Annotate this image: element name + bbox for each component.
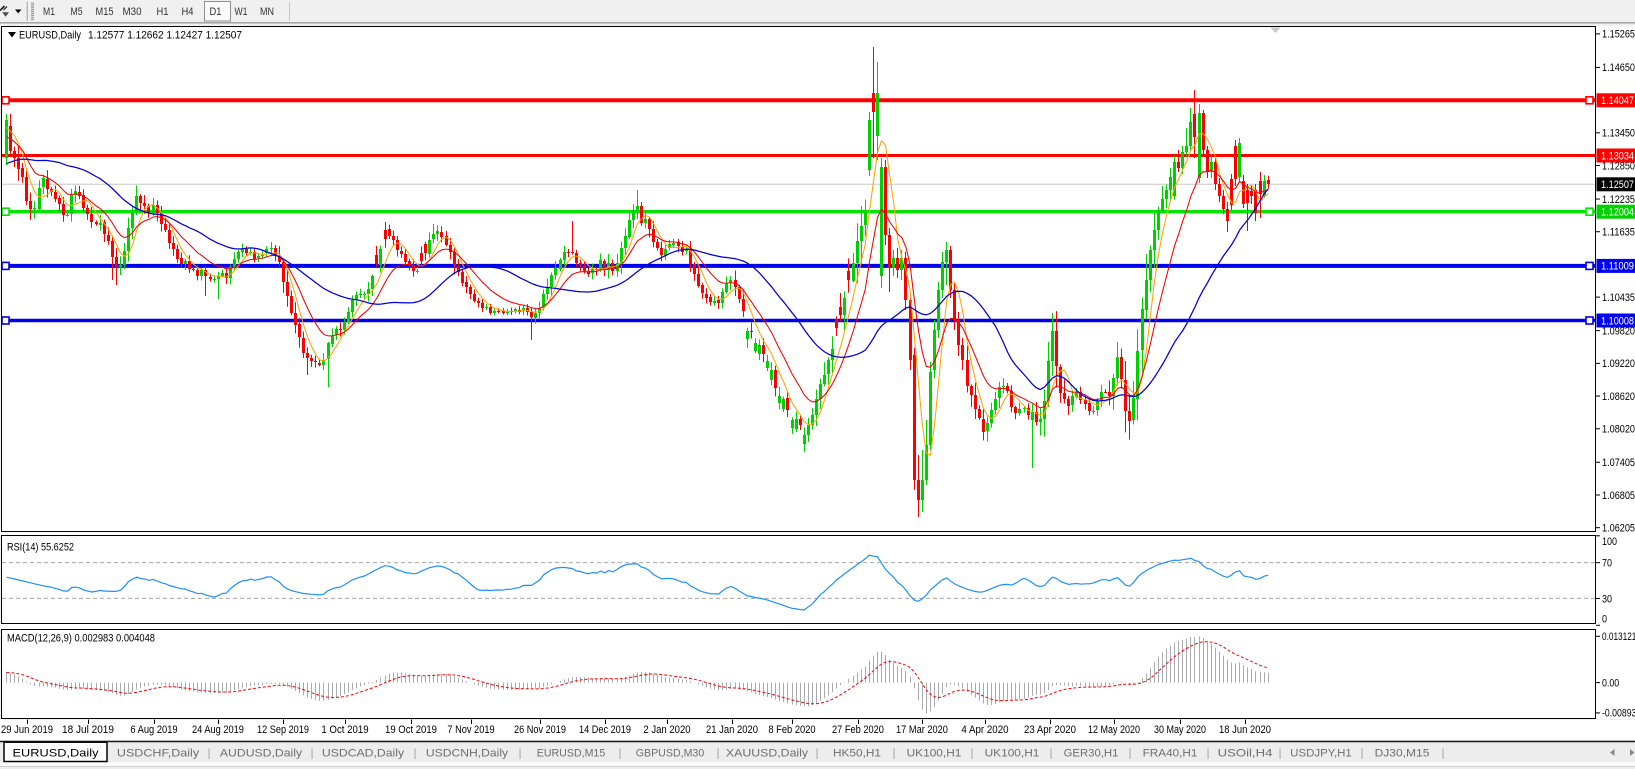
svg-text:XAUUSD,Daily: XAUUSD,Daily — [726, 748, 809, 760]
svg-text:W1: W1 — [235, 6, 248, 18]
svg-text:1.13034: 1.13034 — [1601, 150, 1634, 162]
svg-text:1.13450: 1.13450 — [1602, 128, 1635, 140]
svg-text:1.14047: 1.14047 — [1601, 95, 1634, 107]
svg-text:1.06805: 1.06805 — [1602, 490, 1635, 502]
svg-text:2 Jan 2020: 2 Jan 2020 — [643, 724, 690, 736]
svg-text:1.10008: 1.10008 — [1601, 315, 1634, 327]
svg-text:|: | — [1361, 748, 1364, 760]
svg-text:1.12850: 1.12850 — [1602, 160, 1635, 172]
svg-text:|: | — [311, 748, 314, 760]
svg-text:19 Oct 2019: 19 Oct 2019 — [385, 724, 437, 736]
svg-text:FRA40,H1: FRA40,H1 — [1143, 748, 1198, 760]
svg-text:EURUSD,M15: EURUSD,M15 — [537, 748, 606, 760]
svg-text:EURUSD,Daily: EURUSD,Daily — [19, 30, 81, 42]
svg-text:-0.00893: -0.00893 — [1602, 708, 1635, 720]
svg-text:70: 70 — [1602, 557, 1612, 569]
svg-text:6 Aug 2019: 6 Aug 2019 — [130, 724, 177, 736]
svg-text:24 Aug 2019: 24 Aug 2019 — [192, 724, 244, 736]
svg-text:|: | — [1129, 748, 1132, 760]
svg-text:AUDUSD,Daily: AUDUSD,Daily — [220, 748, 303, 760]
svg-text:UK100,H1: UK100,H1 — [985, 748, 1040, 760]
svg-text:|: | — [1442, 748, 1445, 760]
svg-text:USDCAD,Daily: USDCAD,Daily — [322, 748, 405, 760]
svg-text:18 Jul 2019: 18 Jul 2019 — [62, 724, 114, 736]
svg-text:29 Jun 2019: 29 Jun 2019 — [1, 724, 53, 736]
svg-text:MACD(12,26,9) 0.002983 0.00404: MACD(12,26,9) 0.002983 0.004048 — [7, 633, 155, 645]
svg-text:0.013121: 0.013121 — [1602, 631, 1635, 643]
svg-text:1.08020: 1.08020 — [1602, 424, 1635, 436]
svg-text:1.12577 1.12662 1.12427 1.1250: 1.12577 1.12662 1.12427 1.12507 — [88, 30, 242, 42]
svg-text:0: 0 — [1602, 614, 1607, 626]
svg-text:M30: M30 — [123, 6, 142, 18]
svg-text:|: | — [414, 748, 417, 760]
svg-text:23 Apr 2020: 23 Apr 2020 — [1024, 724, 1076, 736]
svg-text:30 May 2020: 30 May 2020 — [1154, 724, 1206, 736]
svg-text:100: 100 — [1602, 536, 1617, 548]
svg-text:GER30,H1: GER30,H1 — [1064, 748, 1119, 760]
svg-text:M1: M1 — [43, 6, 55, 18]
svg-text:|: | — [619, 748, 622, 760]
svg-text:|: | — [1050, 748, 1053, 760]
svg-text:1.08620: 1.08620 — [1602, 391, 1635, 403]
svg-text:MN: MN — [260, 6, 274, 18]
svg-text:1.15265: 1.15265 — [1602, 29, 1635, 41]
svg-text:GBPUSD,M30: GBPUSD,M30 — [636, 748, 705, 760]
svg-text:|: | — [717, 748, 720, 760]
svg-text:1.12235: 1.12235 — [1602, 194, 1635, 206]
svg-text:7 Nov 2019: 7 Nov 2019 — [447, 724, 494, 736]
svg-text:USOil,H4: USOil,H4 — [1218, 748, 1273, 760]
svg-text:H4: H4 — [182, 6, 194, 18]
svg-text:RSI(14) 55.6252: RSI(14) 55.6252 — [7, 542, 74, 554]
svg-text:12 Sep 2019: 12 Sep 2019 — [257, 724, 309, 736]
svg-text:12 May 2020: 12 May 2020 — [1088, 724, 1140, 736]
svg-text:|: | — [519, 748, 522, 760]
svg-text:1.11635: 1.11635 — [1602, 227, 1635, 239]
svg-text:|: | — [893, 748, 896, 760]
svg-text:1.12507: 1.12507 — [1601, 179, 1634, 191]
svg-text:27 Feb 2020: 27 Feb 2020 — [832, 724, 884, 736]
svg-text:UK100,H1: UK100,H1 — [907, 748, 962, 760]
svg-text:1.07405: 1.07405 — [1602, 457, 1635, 469]
svg-text:EURUSD,Daily: EURUSD,Daily — [13, 748, 100, 760]
svg-text:M5: M5 — [71, 6, 83, 18]
svg-text:HK50,H1: HK50,H1 — [833, 748, 881, 760]
svg-text:8 Feb 2020: 8 Feb 2020 — [768, 724, 815, 736]
svg-text:1.10435: 1.10435 — [1602, 292, 1635, 304]
svg-text:4 Apr 2020: 4 Apr 2020 — [961, 724, 1008, 736]
svg-text:|: | — [1207, 748, 1210, 760]
svg-text:USDJPY,H1: USDJPY,H1 — [1290, 748, 1352, 760]
svg-text:|: | — [816, 748, 819, 760]
svg-text:|: | — [1279, 748, 1282, 760]
svg-text:17 Mar 2020: 17 Mar 2020 — [896, 724, 948, 736]
svg-text:|: | — [971, 748, 974, 760]
svg-text:1.06205: 1.06205 — [1602, 522, 1635, 534]
svg-text:1.09820: 1.09820 — [1602, 325, 1635, 337]
svg-text:1 Oct 2019: 1 Oct 2019 — [321, 724, 368, 736]
svg-text:26 Nov 2019: 26 Nov 2019 — [514, 724, 566, 736]
svg-text:1.11009: 1.11009 — [1601, 261, 1634, 273]
svg-text:DJ30,M15: DJ30,M15 — [1375, 748, 1430, 760]
svg-text:1.12004: 1.12004 — [1601, 207, 1634, 219]
svg-text:D1: D1 — [210, 6, 222, 18]
svg-text:M15: M15 — [96, 6, 114, 18]
svg-text:1.09220: 1.09220 — [1602, 358, 1635, 370]
svg-text:18 Jun 2020: 18 Jun 2020 — [1219, 724, 1271, 736]
svg-text:USDCHF,Daily: USDCHF,Daily — [117, 748, 200, 760]
svg-text:|: | — [208, 748, 211, 760]
svg-text:USDCNH,Daily: USDCNH,Daily — [426, 748, 509, 760]
svg-text:H1: H1 — [157, 6, 169, 18]
svg-text:1.14650: 1.14650 — [1602, 62, 1635, 74]
svg-text:0.00: 0.00 — [1602, 677, 1619, 689]
svg-text:21 Jan 2020: 21 Jan 2020 — [706, 724, 758, 736]
svg-text:30: 30 — [1602, 593, 1612, 605]
svg-text:14 Dec 2019: 14 Dec 2019 — [579, 724, 631, 736]
